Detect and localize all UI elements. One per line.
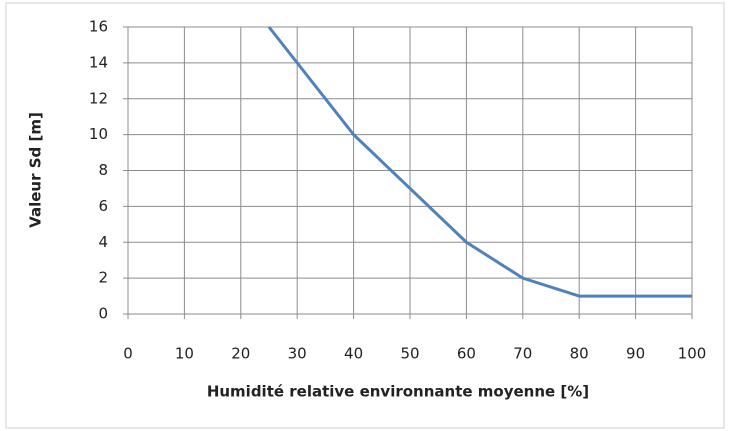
y-tick-label: 10 xyxy=(89,125,108,143)
data-line xyxy=(267,26,692,298)
y-tick-label: 2 xyxy=(98,269,108,287)
y-tick-label: 0 xyxy=(98,305,108,323)
x-tick-label: 60 xyxy=(457,345,476,363)
y-tick-label: 4 xyxy=(98,233,108,251)
chart-frame xyxy=(5,2,725,429)
x-tick-label: 50 xyxy=(400,345,419,363)
x-tick-label: 0 xyxy=(123,345,133,363)
x-tick-label: 30 xyxy=(288,345,307,363)
y-axis-label: Valeur Sd [m] xyxy=(27,112,45,228)
y-tick-label: 16 xyxy=(89,18,108,36)
y-tick-label: 14 xyxy=(89,53,108,71)
y-tick-label: 6 xyxy=(98,197,108,215)
x-tick-label: 70 xyxy=(513,345,532,363)
x-tick-label: 40 xyxy=(344,345,363,363)
y-tick-label: 8 xyxy=(98,161,108,179)
x-axis-label: Humidité relative environnante moyenne [… xyxy=(207,383,589,401)
x-tick-label: 20 xyxy=(231,345,250,363)
x-tick-label: 10 xyxy=(175,345,194,363)
x-tick-label: 80 xyxy=(570,345,589,363)
x-tick-label: 100 xyxy=(678,345,707,363)
y-tick-label: 12 xyxy=(89,89,108,107)
x-tick-label: 90 xyxy=(626,345,645,363)
